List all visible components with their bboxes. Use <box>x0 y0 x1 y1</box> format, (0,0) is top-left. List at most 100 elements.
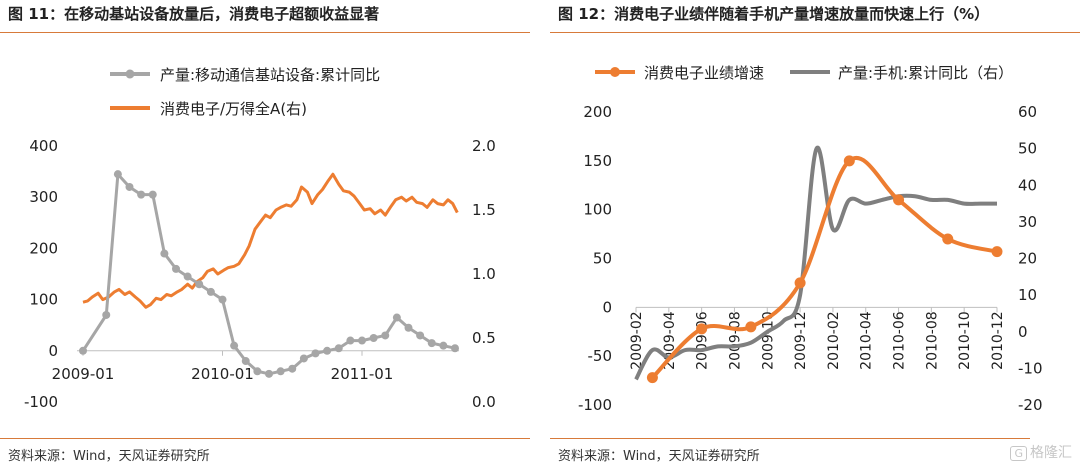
left-data-point-gray <box>218 295 227 304</box>
right-x-tick-label: 2010-12 <box>990 311 1006 370</box>
right-series-line-gray <box>634 145 997 381</box>
left-data-point-gray <box>172 264 180 273</box>
left-data-point-gray <box>427 339 436 348</box>
left-data-point-gray <box>288 364 297 373</box>
left-data-point-gray <box>206 287 215 296</box>
right-y-tick-label: 200 <box>583 103 612 121</box>
left-data-point-gray <box>148 190 157 199</box>
left-data-point-gray <box>79 346 87 355</box>
right-x-tick-label: 2009-04 <box>662 311 678 370</box>
left-data-point-gray <box>358 336 366 345</box>
left-x-tick-label: 2011-01 <box>331 365 394 383</box>
right-data-point-orange <box>646 372 658 384</box>
right-x-tick-label: 2010-06 <box>892 311 908 370</box>
right-data-point-orange <box>794 277 806 289</box>
right-chart-title: 图 12：消费电子业绩伴随着手机产量增速放量而快速上行（%） <box>558 5 990 23</box>
right-data-point-orange <box>745 321 757 333</box>
left-data-point-gray <box>183 272 192 281</box>
right-chart-panel: 图 12：消费电子业绩伴随着手机产量增速放量而快速上行（%） -100 -50 0 5… <box>550 0 1080 469</box>
right-x-tick-label: 2009-08 <box>727 311 743 370</box>
left-data-point-gray <box>253 367 262 376</box>
right-x-tick-label: 2010-08 <box>924 311 940 370</box>
left-data-point-gray <box>299 354 308 363</box>
right-x-tick-label: 2009-06 <box>695 311 711 370</box>
right-title-rule <box>550 32 1080 33</box>
right-data-point-orange <box>843 155 855 167</box>
right-data-point-orange <box>893 194 905 206</box>
right-y-tick-label: 150 <box>583 152 612 170</box>
left-x-tick-label: 2010-01 <box>191 365 254 383</box>
left-data-point-gray <box>334 344 343 353</box>
left-data-point-gray <box>195 280 204 289</box>
left-footer-rule <box>0 438 530 439</box>
right-series-line-orange <box>650 156 998 380</box>
left-chart-panel: 图 11：在移动基站设备放量后，消费电子超额收益显著 -100 0 100 200 30… <box>0 0 530 469</box>
left-y2-tick-label: 0.0 <box>472 393 496 411</box>
left-y-tick-label: 300 <box>29 188 58 206</box>
right-y2-tick-label: 10 <box>1018 286 1037 304</box>
right-y2-tick-label: 40 <box>1018 176 1037 194</box>
right-chart-source: 资料来源：Wind，天风证券研究所 <box>558 449 760 464</box>
watermark-text: 格隆汇 <box>1030 445 1072 461</box>
right-x-tick-label: 2009-02 <box>629 311 645 370</box>
left-data-point-gray <box>439 341 448 350</box>
left-series-line-orange <box>82 172 459 309</box>
right-footer-rule <box>550 438 1030 439</box>
right-y2-tick-label: 50 <box>1018 140 1037 158</box>
left-y2-tick-label: 1.5 <box>472 201 496 219</box>
right-data-point-orange <box>696 323 708 335</box>
right-y-tick-label: -100 <box>578 396 612 414</box>
right-x-tick-label: 2009-10 <box>760 311 776 370</box>
right-y2-tick-label: -20 <box>1018 396 1043 414</box>
left-chart: -100 0 100 200 300 400 0.0 0.5 1.0 1.5 2.0 2009-01 2… <box>24 66 496 411</box>
right-chart: -100-50050100150200-20-10010203040506020… <box>578 64 1043 414</box>
left-data-point-gray <box>404 323 413 332</box>
left-data-point-gray <box>392 313 401 322</box>
right-y-tick-label: 50 <box>593 250 612 268</box>
left-data-point-gray <box>323 346 332 355</box>
right-y2-tick-label: -10 <box>1018 359 1043 377</box>
left-data-point-gray <box>102 310 111 319</box>
left-data-point-gray <box>416 331 425 340</box>
right-x-tick-label: 2010-04 <box>859 311 875 370</box>
left-data-point-gray <box>113 170 122 179</box>
left-data-point-gray <box>230 341 239 350</box>
right-legend-label-orange: 消费电子业绩增速 <box>644 64 764 82</box>
right-y2-tick-label: 20 <box>1018 250 1037 268</box>
left-y-tick-label: -100 <box>24 393 58 411</box>
left-y-tick-label: 400 <box>29 137 58 155</box>
left-y-tick-label: 100 <box>29 291 58 309</box>
left-legend-marker-gray <box>125 69 135 79</box>
right-y-tick-label: -50 <box>588 347 613 365</box>
right-x-tick-label: 2010-02 <box>826 311 842 370</box>
left-data-point-gray <box>265 369 273 378</box>
right-data-point-orange <box>991 246 1003 258</box>
left-y2-tick-label: 2.0 <box>472 137 496 155</box>
left-title-rule <box>0 32 530 33</box>
left-data-point-gray <box>311 349 320 358</box>
watermark-logo-icon: G <box>1010 446 1027 461</box>
left-chart-title: 图 11：在移动基站设备放量后，消费电子超额收益显著 <box>8 5 380 23</box>
left-y-tick-label: 0 <box>48 342 58 360</box>
left-y2-tick-label: 0.5 <box>472 329 496 347</box>
left-data-point-gray <box>369 334 378 342</box>
watermark: G 格隆汇 <box>1010 442 1072 462</box>
right-y2-tick-label: 60 <box>1018 103 1037 121</box>
left-legend-label-gray: 产量:移动通信基站设备:累计同比 <box>160 66 380 84</box>
right-legend-marker-orange <box>610 67 620 77</box>
left-data-point-gray <box>241 357 250 366</box>
right-legend-label-gray: 产量:手机:累计同比（右） <box>838 64 1013 82</box>
left-data-point-gray <box>451 344 459 353</box>
right-y-tick-label: 100 <box>583 201 612 219</box>
left-legend-label-orange: 消费电子/万得全A(右) <box>160 100 307 118</box>
right-data-point-orange <box>942 233 954 245</box>
right-y-tick-label: 0 <box>602 298 612 316</box>
left-data-point-gray <box>381 331 390 340</box>
right-x-tick-label: 2009-12 <box>793 311 809 370</box>
right-y2-tick-label: 30 <box>1018 213 1037 231</box>
left-y2-tick-label: 1.0 <box>472 265 496 283</box>
right-y2-tick-label: 0 <box>1018 323 1028 341</box>
left-y-tick-label: 200 <box>29 239 58 257</box>
left-data-point-gray <box>276 367 285 376</box>
left-data-point-gray <box>346 336 355 345</box>
